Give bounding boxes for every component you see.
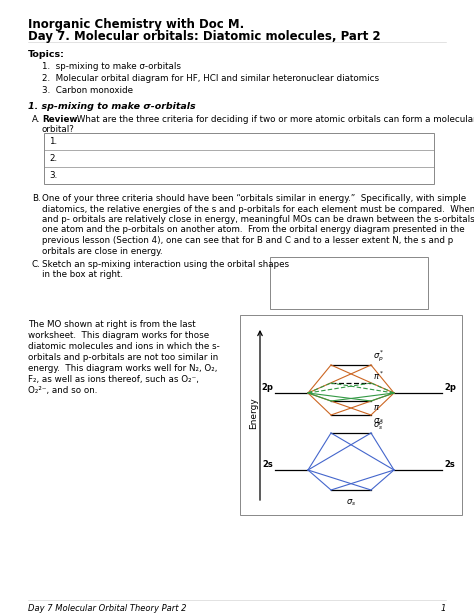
Text: previous lesson (Section 4), one can see that for B and C and to a lesser extent: previous lesson (Section 4), one can see… [42,236,453,245]
Text: Energy: Energy [249,397,258,428]
Text: C.: C. [32,260,41,269]
Text: diatomic molecules and ions in which the s-: diatomic molecules and ions in which the… [28,342,220,351]
Text: one atom and the p-orbitals on another atom.  From the orbital energy diagram pr: one atom and the p-orbitals on another a… [42,226,465,235]
Text: Day 7 Molecular Orbital Theory Part 2: Day 7 Molecular Orbital Theory Part 2 [28,604,186,613]
Text: and p- orbitals are relatively close in energy, meaningful MOs can be drawn betw: and p- orbitals are relatively close in … [42,215,474,224]
Text: One of your three criteria should have been “orbitals similar in energy.”  Speci: One of your three criteria should have b… [42,194,466,203]
Text: energy.  This diagram works well for N₂, O₂,: energy. This diagram works well for N₂, … [28,364,218,373]
Text: Inorganic Chemistry with Doc M.: Inorganic Chemistry with Doc M. [28,18,244,31]
Text: Review.: Review. [42,115,81,124]
FancyBboxPatch shape [240,315,462,515]
Text: 1: 1 [441,604,446,613]
Text: Day 7. Molecular orbitals: Diatomic molecules, Part 2: Day 7. Molecular orbitals: Diatomic mole… [28,30,381,43]
Text: $\pi^*$: $\pi^*$ [373,370,384,382]
Text: F₂, as well as ions thereof, such as O₂⁻,: F₂, as well as ions thereof, such as O₂⁻… [28,375,199,384]
Text: Sketch an sp-mixing interaction using the orbital shapes: Sketch an sp-mixing interaction using th… [42,260,289,269]
Text: The MO shown at right is from the last: The MO shown at right is from the last [28,320,196,329]
Text: in the box at right.: in the box at right. [42,270,123,279]
Text: $\sigma^*_s$: $\sigma^*_s$ [373,417,384,432]
Text: $\sigma^*_p$: $\sigma^*_p$ [373,349,384,364]
FancyBboxPatch shape [270,257,428,309]
Text: orbitals and p-orbitals are not too similar in: orbitals and p-orbitals are not too simi… [28,353,218,362]
Text: diatomics, the relative energies of the s and p-orbitals for each element must b: diatomics, the relative energies of the … [42,205,474,213]
Text: 1.: 1. [49,137,57,146]
Text: Topics:: Topics: [28,50,65,59]
Text: 2p: 2p [261,383,273,392]
Text: 2p: 2p [444,383,456,392]
Text: $\sigma_p$: $\sigma_p$ [373,417,384,428]
Text: orbital?: orbital? [42,125,75,134]
Text: 2.: 2. [49,154,57,163]
Text: 3.  Carbon monoxide: 3. Carbon monoxide [42,86,133,95]
Text: 1. sp-mixing to make σ-orbitals: 1. sp-mixing to make σ-orbitals [28,102,196,111]
FancyBboxPatch shape [44,133,434,184]
Text: 1.  sp-mixing to make σ-orbitals: 1. sp-mixing to make σ-orbitals [42,62,181,71]
Text: 2.  Molecular orbital diagram for HF, HCl and similar heteronuclear diatomics: 2. Molecular orbital diagram for HF, HCl… [42,74,379,83]
Text: orbitals are close in energy.: orbitals are close in energy. [42,246,163,256]
Text: A.: A. [32,115,40,124]
Text: What are the three criteria for deciding if two or more atomic orbitals can form: What are the three criteria for deciding… [74,115,474,124]
Text: $\sigma_s$: $\sigma_s$ [346,498,356,509]
Text: 2s: 2s [444,460,455,469]
Text: 2s: 2s [262,460,273,469]
Text: B.: B. [32,194,41,203]
Text: O₂²⁻, and so on.: O₂²⁻, and so on. [28,386,97,395]
Text: worksheet.  This diagram works for those: worksheet. This diagram works for those [28,331,209,340]
Text: 3.: 3. [49,171,57,180]
Text: $\pi$: $\pi$ [373,403,380,412]
